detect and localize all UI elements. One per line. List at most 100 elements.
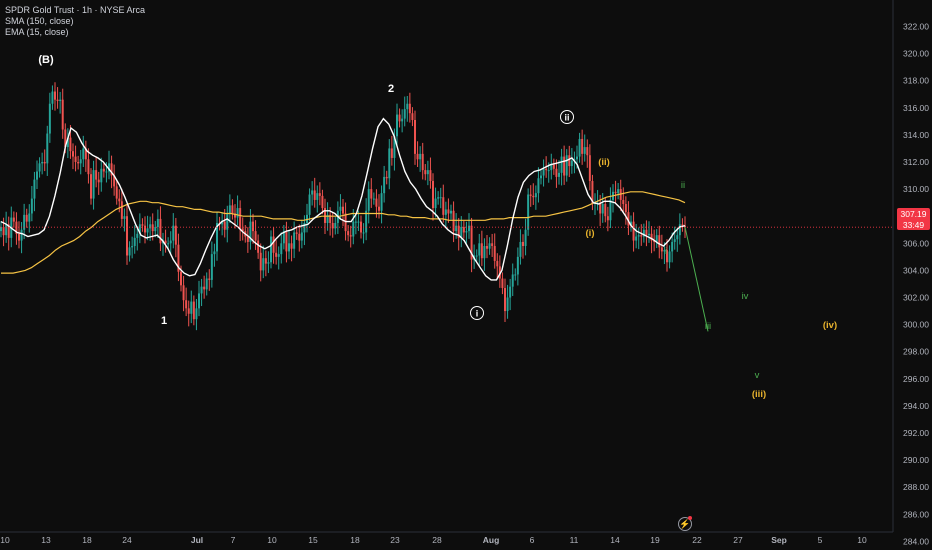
candle-body	[480, 243, 483, 259]
wave-label-green: ii	[681, 180, 685, 191]
candle-body	[642, 229, 645, 237]
candle-body	[285, 231, 288, 252]
candle-body	[460, 227, 463, 238]
candle-body	[624, 204, 627, 213]
candle-body	[200, 286, 203, 294]
candle-body	[429, 170, 432, 181]
y-tick-label: 292.00	[903, 428, 929, 438]
last-price: 307.19	[900, 209, 927, 219]
candle-body	[419, 153, 422, 160]
candle-body	[138, 224, 141, 234]
wave-label-white: 2	[388, 83, 394, 95]
y-tick-label: 320.00	[903, 49, 929, 59]
candle-body	[334, 222, 337, 229]
candle-body	[174, 225, 177, 245]
candle-body	[681, 224, 684, 226]
x-tick-label: 6	[530, 535, 535, 545]
candle-body	[437, 197, 440, 199]
ema-legend[interactable]: EMA (15, close)	[5, 27, 69, 37]
candle-body	[169, 240, 172, 244]
candle-body	[208, 278, 211, 280]
candle-body	[108, 163, 110, 172]
candle-body	[300, 232, 303, 241]
x-tick-label: Jul	[191, 535, 203, 545]
candle-body	[511, 274, 514, 287]
candle-body	[141, 224, 144, 226]
lightning-icon: ⚡	[679, 519, 691, 529]
candle-body	[318, 193, 321, 196]
candle-body	[635, 236, 638, 241]
candle-body	[252, 221, 254, 232]
wave-label-green: iv	[742, 291, 749, 302]
candle-body	[501, 278, 504, 289]
candle-body	[439, 197, 442, 199]
x-tick-label: 7	[231, 535, 236, 545]
candle-body	[303, 222, 306, 233]
candle-body	[326, 214, 329, 223]
symbol-title[interactable]: SPDR Gold Trust · 1h · NYSE Arca	[5, 5, 146, 15]
candle-body	[66, 137, 69, 148]
candle-body	[362, 232, 365, 234]
candle-body	[205, 278, 208, 290]
candle-body	[424, 170, 427, 175]
candle-body	[228, 205, 231, 214]
candle-body	[72, 151, 74, 157]
candle-body	[33, 179, 36, 199]
x-tick-label: 23	[390, 535, 400, 545]
candle-body	[12, 217, 15, 222]
x-tick-label: 22	[692, 535, 702, 545]
candle-body	[313, 190, 316, 200]
candle-body	[100, 168, 103, 183]
candle-body	[478, 243, 481, 256]
wave-label-green: i	[665, 246, 667, 257]
sma-legend[interactable]: SMA (150, close)	[5, 16, 74, 26]
candle-body	[77, 162, 80, 164]
candle-body	[383, 176, 386, 194]
wave-label-green: v	[755, 370, 760, 381]
candle-body	[403, 109, 406, 119]
candle-body	[18, 233, 20, 241]
x-tick-label: 18	[350, 535, 360, 545]
candle-body	[120, 201, 123, 219]
candle-body	[411, 113, 414, 120]
candle-body	[516, 256, 519, 275]
candle-body	[450, 210, 452, 214]
candle-body	[79, 159, 82, 164]
wave-label-green: iii	[705, 321, 711, 332]
candle-body	[630, 221, 632, 226]
candle-body	[2, 227, 5, 236]
candle-body	[614, 191, 617, 194]
candle-body	[632, 221, 635, 241]
candle-body	[28, 213, 31, 222]
candle-body	[558, 172, 560, 177]
candle-body	[311, 190, 314, 195]
alert-button[interactable]: ⚡	[678, 517, 692, 531]
y-tick-label: 318.00	[903, 76, 929, 86]
candle-body	[82, 148, 85, 160]
candle-body	[408, 103, 411, 114]
candle-body	[216, 222, 218, 252]
candle-body	[378, 206, 380, 211]
candle-body	[491, 243, 494, 247]
candle-body	[550, 164, 553, 171]
candle-body	[25, 214, 28, 222]
x-tick-label: 13	[41, 535, 51, 545]
candle-body	[61, 99, 64, 130]
candle-body	[288, 243, 290, 252]
x-tick-label: Aug	[483, 535, 500, 545]
candle-body	[396, 114, 398, 137]
candle-body	[354, 221, 357, 223]
candle-body	[231, 205, 234, 214]
candle-body	[434, 198, 437, 209]
candle-body	[552, 164, 555, 169]
candle-body	[375, 198, 378, 207]
candle-body	[293, 232, 296, 249]
y-tick-label: 302.00	[903, 293, 929, 303]
candle-body	[172, 225, 175, 241]
candle-body	[565, 155, 568, 176]
candle-body	[46, 133, 49, 164]
notification-dot	[688, 516, 692, 520]
candle-body	[321, 195, 324, 209]
